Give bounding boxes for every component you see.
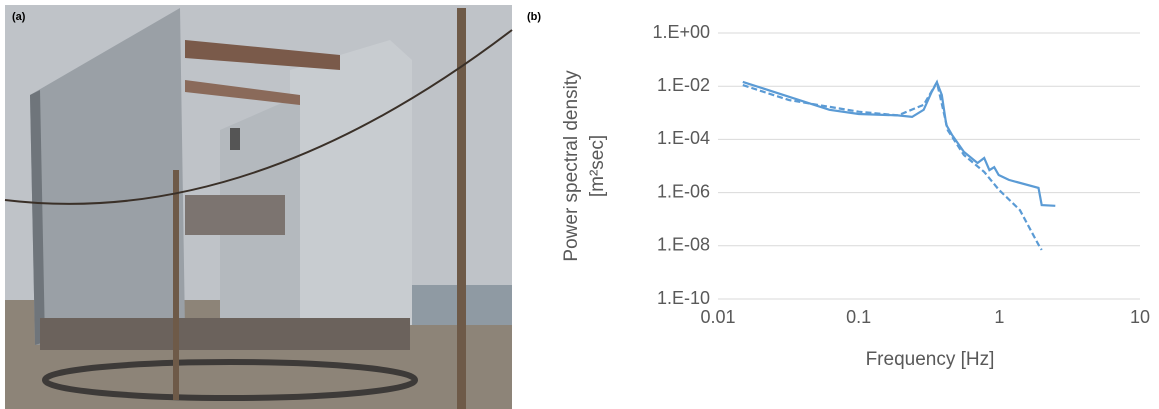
y-axis-label: Power spectral density xyxy=(561,70,582,262)
panel-label: (a) xyxy=(12,11,26,23)
rail-ring xyxy=(42,359,418,401)
right-wall xyxy=(290,40,412,330)
y-axis-label: [m²sec] xyxy=(587,135,608,197)
y-tick-label: 1.E-08 xyxy=(657,235,710,255)
x-axis-label: Frequency [Hz] xyxy=(866,349,995,370)
x-tick-label: 0.1 xyxy=(846,307,871,327)
pole xyxy=(173,170,179,400)
data-line xyxy=(742,79,1043,251)
x-tick-label: 0.01 xyxy=(700,307,735,327)
left-wall xyxy=(30,8,185,345)
x-tick-label: 1 xyxy=(994,307,1004,327)
bridge xyxy=(185,195,285,235)
panel-label: (b) xyxy=(527,11,541,23)
window xyxy=(230,128,240,150)
y-tick-label: 1.E-02 xyxy=(657,75,710,95)
y-tick-label: 1.E-10 xyxy=(657,288,710,308)
pole xyxy=(457,8,466,409)
truss-beam xyxy=(185,40,340,70)
x-tick-label: 10 xyxy=(1130,307,1150,327)
photo xyxy=(4,5,513,409)
y-tick-label: 1.E+00 xyxy=(652,22,710,42)
data-line xyxy=(742,79,1056,207)
wall-edge xyxy=(30,90,45,345)
y-tick-label: 1.E-06 xyxy=(657,181,710,201)
y-tick-label: 1.E-04 xyxy=(657,128,710,148)
wire xyxy=(4,29,513,205)
truss-beam xyxy=(185,80,300,105)
base xyxy=(40,318,410,350)
